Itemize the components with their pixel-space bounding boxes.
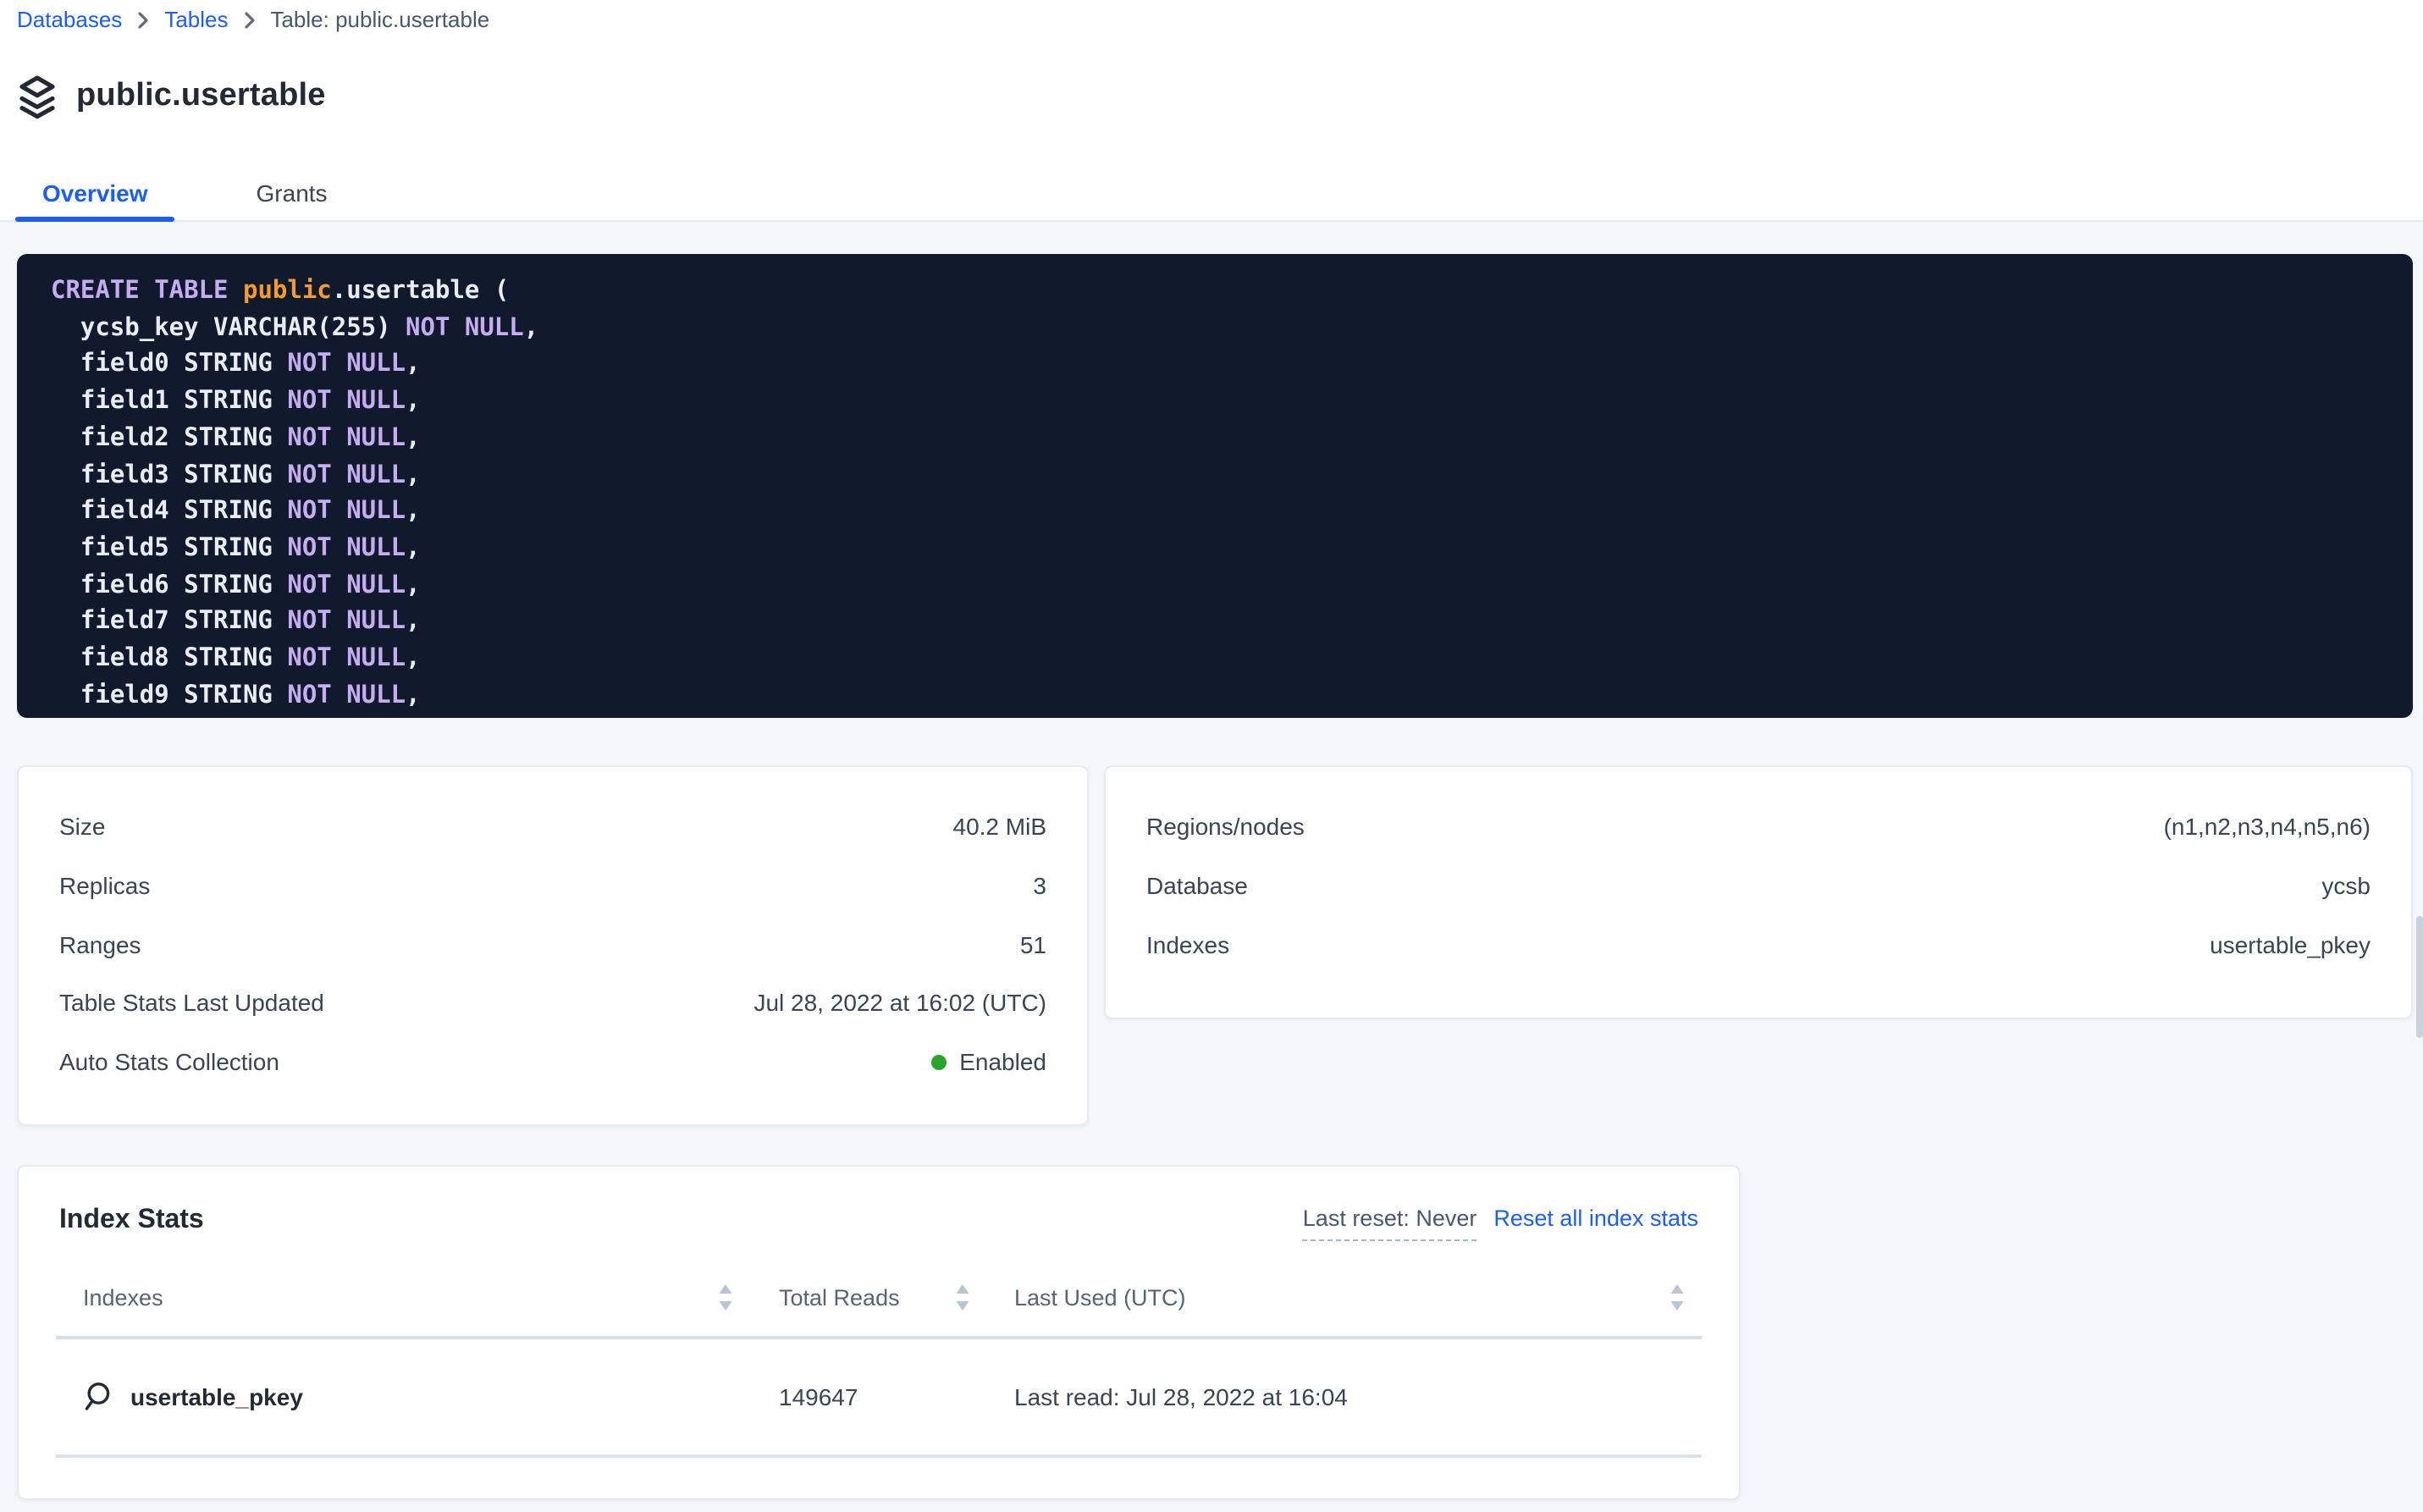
total-reads-value: 149647 — [779, 1383, 858, 1410]
sql-line: field1 STRING NOT NULL, — [51, 388, 421, 416]
stat-value: usertable_pkey — [2210, 930, 2371, 958]
breadcrumb-link-databases[interactable]: Databases — [17, 7, 123, 32]
sql-line: field3 STRING NOT NULL, — [51, 461, 421, 489]
column-header-total-reads[interactable]: Total Reads — [733, 1283, 970, 1311]
breadcrumb-current: Table: public.usertable — [270, 7, 490, 32]
column-header-last-used[interactable]: Last Used (UTC) — [970, 1283, 1685, 1311]
sql-line: field6 STRING NOT NULL, — [51, 571, 421, 599]
tab-grants[interactable]: Grants — [256, 179, 328, 206]
index-table-header-row: Indexes Total Reads Last Used (UTC) — [56, 1273, 1702, 1321]
stat-value: 51 — [1019, 930, 1046, 958]
sql-line: field5 STRING NOT NULL, — [51, 534, 421, 562]
index-stats-header: Index Stats Last reset: Never Reset all … — [19, 1167, 1739, 1241]
stat-label: Replicas — [59, 872, 151, 900]
table-stats-card: Size 40.2 MiB Replicas 3 Ranges 51 Table… — [17, 765, 1089, 1126]
green-dot — [930, 1054, 947, 1070]
stat-value: Enabled — [930, 1048, 1046, 1075]
index-name-cell[interactable]: usertable_pkey — [83, 1382, 733, 1412]
column-label: Last Used (UTC) — [1014, 1284, 1186, 1310]
sql-line: ycsb_key VARCHAR(255) NOT NULL, — [51, 314, 539, 342]
sort-arrows-icon[interactable] — [1670, 1283, 1685, 1311]
sql-create-statement-block[interactable]: CREATE TABLE public.usertable ( ycsb_key… — [17, 254, 2413, 718]
column-label: Indexes — [83, 1284, 163, 1310]
tab-bar: Overview Grants — [15, 164, 409, 222]
title-row: public.usertable — [17, 71, 326, 122]
sql-line: field0 STRING NOT NULL, — [51, 350, 421, 378]
index-stats-title: Index Stats — [59, 1206, 204, 1234]
tab-overview[interactable]: Overview — [15, 164, 176, 222]
page-header: Databases Tables Table: public.usertable… — [0, 0, 2423, 222]
stat-label: Ranges — [59, 930, 141, 958]
sort-arrows-icon[interactable] — [955, 1283, 970, 1311]
index-name[interactable]: usertable_pkey — [130, 1383, 303, 1410]
layers-icon — [19, 75, 55, 119]
vertical-scrollbar-thumb[interactable] — [2416, 916, 2423, 1038]
sql-line: CREATE TABLE public.usertable ( — [51, 278, 510, 305]
stat-row-size: Size 40.2 MiB — [59, 797, 1046, 856]
reset-all-index-stats-link[interactable]: Reset all index stats — [1493, 1206, 1698, 1231]
stat-row-replicas: Replicas 3 — [59, 856, 1046, 914]
sql-line: field8 STRING NOT NULL, — [51, 645, 421, 673]
stat-value: Jul 28, 2022 at 16:02 (UTC) — [753, 989, 1046, 1017]
stat-row-stats-updated: Table Stats Last Updated Jul 28, 2022 at… — [59, 974, 1046, 1032]
sort-arrows-icon[interactable] — [718, 1283, 733, 1311]
column-label: Total Reads — [779, 1284, 900, 1310]
column-header-indexes[interactable]: Indexes — [83, 1283, 733, 1311]
stat-value: 3 — [1033, 872, 1046, 900]
stat-label: Indexes — [1146, 930, 1230, 958]
search-icon — [85, 1382, 110, 1410]
stat-row-auto-stats: Auto Stats Collection Enabled — [59, 1033, 1046, 1091]
last-used-value: Last read: Jul 28, 2022 at 16:04 — [1014, 1383, 1348, 1410]
index-stats-card: Index Stats Last reset: Never Reset all … — [17, 1165, 1741, 1500]
table-meta-card: Regions/nodes (n1,n2,n3,n4,n5,n6) Databa… — [1104, 765, 2413, 1019]
chevron-right-icon — [137, 12, 149, 29]
last-reset-label: Last reset: Never — [1302, 1206, 1477, 1241]
stat-label: Regions/nodes — [1146, 813, 1305, 841]
index-stats-actions: Last reset: Never Reset all index stats — [1302, 1206, 1698, 1241]
stat-row-database: Database ycsb — [1146, 856, 2371, 914]
stat-label: Database — [1146, 872, 1248, 900]
sql-line: field9 STRING NOT NULL, — [51, 682, 421, 709]
stat-row-regions: Regions/nodes (n1,n2,n3,n4,n5,n6) — [1146, 797, 2371, 856]
total-reads-cell: 149647 — [733, 1383, 970, 1410]
stat-row-indexes: Indexes usertable_pkey — [1146, 915, 2371, 974]
status-text: Enabled — [959, 1048, 1046, 1076]
header-divider — [56, 1336, 1702, 1339]
index-stats-table: Indexes Total Reads Last Used (UTC) — [56, 1273, 1702, 1457]
last-used-cell: Last read: Jul 28, 2022 at 16:04 — [970, 1383, 1685, 1410]
stat-row-ranges: Ranges 51 — [59, 915, 1046, 974]
stat-value: ycsb — [2321, 872, 2371, 900]
chevron-right-icon — [243, 12, 255, 29]
row-divider — [56, 1454, 1702, 1457]
index-table-row: usertable_pkey 149647 Last read: Jul 28,… — [56, 1339, 1702, 1454]
breadcrumb: Databases Tables Table: public.usertable — [17, 7, 489, 34]
stat-label: Size — [59, 813, 106, 841]
stat-value: 40.2 MiB — [952, 813, 1047, 841]
breadcrumb-link-tables[interactable]: Tables — [164, 7, 229, 32]
page-title: public.usertable — [76, 78, 326, 113]
stat-value: (n1,n2,n3,n4,n5,n6) — [2163, 813, 2371, 841]
sql-line: field2 STRING NOT NULL, — [51, 424, 421, 452]
sql-line: field4 STRING NOT NULL, — [51, 498, 421, 526]
sql-line: field7 STRING NOT NULL, — [51, 608, 421, 636]
sql-code: CREATE TABLE public.usertable ( ycsb_key… — [51, 274, 2413, 715]
stat-label: Auto Stats Collection — [59, 1048, 279, 1076]
stat-label: Table Stats Last Updated — [59, 989, 324, 1017]
